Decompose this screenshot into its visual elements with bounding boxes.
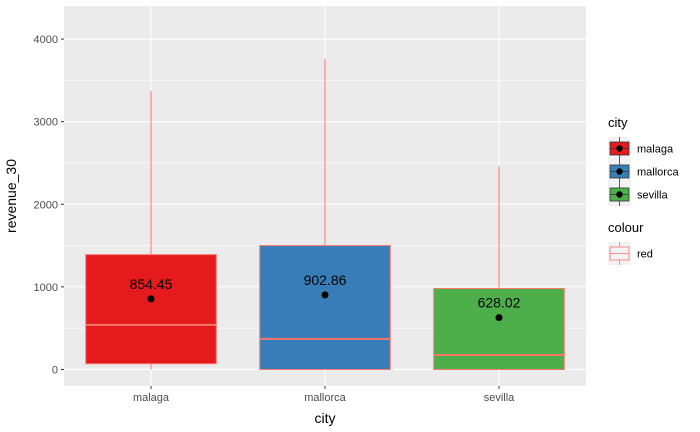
x-tick-label: sevilla: [484, 392, 515, 404]
y-tick-label: 3000: [34, 117, 58, 129]
mean-label: 902.86: [304, 272, 347, 288]
legend-label: mallorca: [637, 167, 679, 179]
boxes: 854.45 902.86 628.02: [85, 58, 565, 370]
y-axis: 0 1000 2000 3000 4000: [34, 34, 64, 376]
legend-title: colour: [608, 220, 644, 235]
legend-key-mean: [616, 191, 623, 198]
legend-key: [608, 137, 631, 160]
y-tick-label: 2000: [34, 199, 58, 211]
mean-label: 628.02: [478, 295, 521, 311]
y-tick-label: 0: [52, 364, 58, 376]
mean-point: [321, 291, 329, 299]
mean-point: [495, 314, 503, 322]
legend-key: [608, 242, 631, 265]
x-axis: malaga mallorca sevilla: [133, 386, 515, 404]
legend-key: [608, 160, 631, 183]
box-body: [259, 245, 391, 370]
legend-key: [608, 183, 631, 206]
legend-key-mean: [616, 168, 623, 175]
box-malaga: 854.45: [85, 91, 217, 370]
legend-label: red: [637, 249, 653, 261]
mean-label: 854.45: [130, 276, 173, 292]
legend-title: city: [608, 115, 628, 130]
box-sevilla: 628.02: [433, 166, 565, 370]
legend: city malaga mallorca sevilla colour red: [608, 115, 679, 265]
box-body: [85, 254, 217, 365]
y-axis-title: revenue_30: [3, 159, 19, 233]
legend-key-mean: [616, 145, 623, 152]
x-tick-label: mallorca: [304, 392, 346, 404]
legend-label: malaga: [637, 144, 674, 156]
legend-label: sevilla: [637, 190, 668, 202]
box-mallorca: 902.86: [259, 58, 391, 370]
y-tick-label: 1000: [34, 282, 58, 294]
x-tick-label: malaga: [133, 392, 170, 404]
mean-point: [147, 295, 155, 303]
x-axis-title: city: [315, 410, 336, 426]
y-tick-label: 4000: [34, 34, 58, 46]
